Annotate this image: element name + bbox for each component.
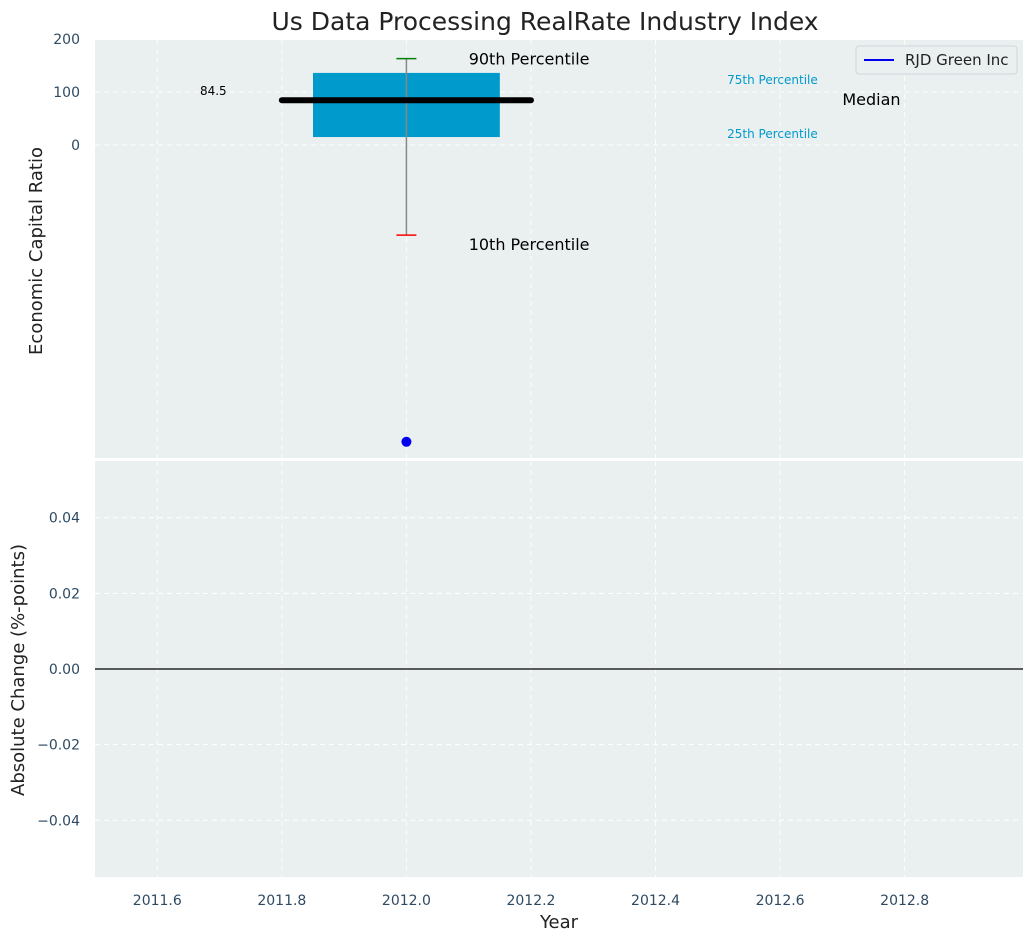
legend[interactable]: RJD Green Inc bbox=[855, 45, 1018, 75]
x-axis-label: Year bbox=[539, 912, 579, 933]
x-tick-label: 2011.8 bbox=[257, 893, 306, 909]
legend-box bbox=[855, 45, 1018, 75]
bottom-y-tick-label: −0.04 bbox=[37, 813, 80, 829]
x-tick-label: 2012.4 bbox=[631, 893, 680, 909]
box-plot bbox=[278, 57, 534, 447]
bottom-y-tick-label: 0.00 bbox=[49, 662, 80, 678]
p25-annotation: 25th Percentile bbox=[727, 127, 818, 141]
bottom-y-axis-label: Absolute Change (%-points) bbox=[8, 544, 29, 796]
p90-annotation: 90th Percentile bbox=[469, 50, 590, 69]
x-tick-label: 2012.0 bbox=[382, 893, 431, 909]
x-tick-label: 2012.6 bbox=[756, 893, 805, 909]
median-value-label: 84.5 bbox=[200, 84, 227, 98]
bottom-y-tick-label: 0.04 bbox=[49, 511, 80, 527]
x-tick-label: 2011.6 bbox=[133, 893, 182, 909]
median-annotation: Median bbox=[842, 90, 900, 109]
top-y-tick-labels: 0 100 200 bbox=[53, 32, 80, 154]
bottom-y-tick-label: 0.02 bbox=[49, 586, 80, 602]
p75-annotation: 75th Percentile bbox=[727, 73, 818, 87]
top-panel-grid bbox=[95, 38, 1023, 458]
top-y-tick-label: 200 bbox=[53, 32, 80, 48]
top-y-axis-label: Economic Capital Ratio bbox=[26, 147, 47, 355]
chart-title: Us Data Processing RealRate Industry Ind… bbox=[271, 7, 818, 36]
p10-annotation: 10th Percentile bbox=[469, 235, 590, 254]
bottom-y-tick-labels: −0.04 −0.02 0.00 0.02 0.04 bbox=[37, 511, 80, 830]
bottom-y-tick-label: −0.02 bbox=[37, 738, 80, 754]
top-y-tick-label: 100 bbox=[53, 85, 80, 101]
top-y-tick-label: 0 bbox=[71, 138, 80, 154]
legend-label-rjd-green: RJD Green Inc bbox=[905, 51, 1009, 69]
top-panel-background bbox=[95, 40, 1023, 458]
x-tick-label: 2012.2 bbox=[506, 893, 555, 909]
x-tick-labels: 2011.6 2011.8 2012.0 2012.2 2012.4 2012.6 2012… bbox=[133, 893, 929, 909]
rjd-green-point[interactable] bbox=[401, 436, 412, 447]
x-tick-label: 2012.8 bbox=[880, 893, 929, 909]
